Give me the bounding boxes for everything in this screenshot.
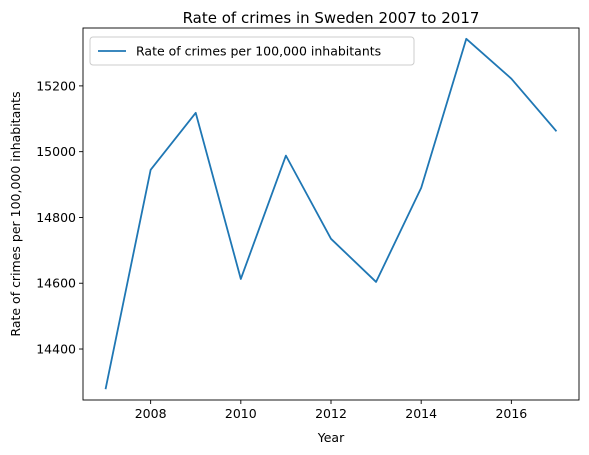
x-axis-label: Year [317,430,345,445]
plot-area [104,37,558,390]
x-tick-label: 2008 [135,406,167,421]
plot-frame [82,27,580,401]
series-line [104,37,558,390]
legend: Rate of crimes per 100,000 inhabitants [89,36,415,66]
x-axis: 2008 2010 2012 2014 2016 [135,400,527,421]
y-axis: 14400 14600 14800 15000 15200 [36,78,83,357]
y-tick-label: 14800 [36,210,76,225]
legend-box [89,36,415,66]
y-tick-label: 15200 [36,78,76,93]
x-tick-label: 2014 [405,406,437,421]
chart-title: Rate of crimes in Sweden 2007 to 2017 [183,9,480,27]
y-tick-label: 14600 [36,276,76,291]
x-tick-label: 2010 [225,406,257,421]
x-tick-label: 2016 [495,406,527,421]
y-tick-label: 15000 [36,144,76,159]
y-axis-label: Rate of crimes per 100,000 inhabitants [8,91,23,336]
x-tick-label: 2012 [315,406,347,421]
legend-label: Rate of crimes per 100,000 inhabitants [136,44,381,59]
y-tick-label: 14400 [36,342,76,357]
